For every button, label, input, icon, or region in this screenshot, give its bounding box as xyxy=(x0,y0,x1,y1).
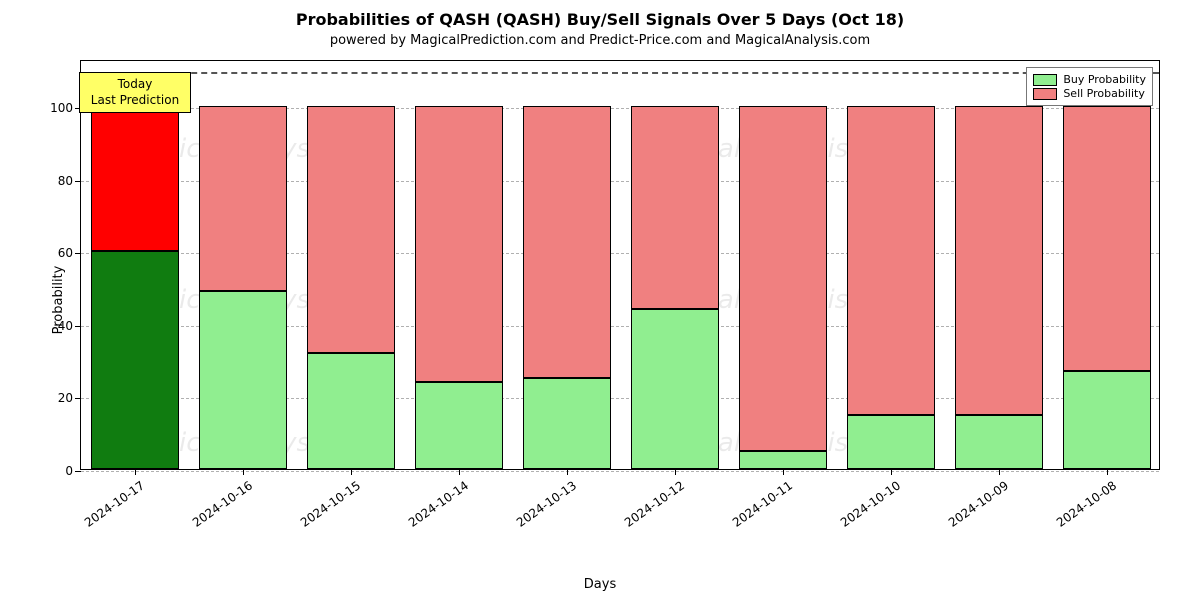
bar-group xyxy=(847,61,936,469)
buy-bar xyxy=(91,251,180,469)
sell-bar xyxy=(955,106,1044,414)
annotation-line2: Last Prediction xyxy=(88,93,182,109)
x-tick-label: 2024-10-09 xyxy=(940,469,1013,530)
x-tick-label: 2024-10-15 xyxy=(292,469,365,530)
legend-item: Sell Probability xyxy=(1033,87,1146,100)
buy-bar xyxy=(739,451,828,469)
bar-group xyxy=(199,61,288,469)
bar-group xyxy=(1063,61,1152,469)
sell-bar xyxy=(307,106,396,353)
legend-swatch xyxy=(1033,74,1057,86)
chart-subtitle: powered by MagicalPrediction.com and Pre… xyxy=(0,29,1200,48)
bar-group xyxy=(523,61,612,469)
sell-bar xyxy=(739,106,828,451)
chart-title: Probabilities of QASH (QASH) Buy/Sell Si… xyxy=(0,0,1200,29)
bar-group xyxy=(739,61,828,469)
x-axis-label: Days xyxy=(584,577,616,592)
buy-bar xyxy=(415,382,504,469)
legend-swatch xyxy=(1033,88,1057,100)
bar-group xyxy=(631,61,720,469)
buy-bar xyxy=(847,415,936,469)
legend-item: Buy Probability xyxy=(1033,73,1146,86)
bar-group xyxy=(91,61,180,469)
annotation-line1: Today xyxy=(88,77,182,93)
y-tick-label: 100 xyxy=(31,101,81,115)
y-tick-label: 0 xyxy=(31,464,81,478)
sell-bar xyxy=(1063,106,1152,371)
y-tick-label: 20 xyxy=(31,391,81,405)
legend: Buy ProbabilitySell Probability xyxy=(1026,67,1153,106)
bar-group xyxy=(955,61,1044,469)
buy-bar xyxy=(307,353,396,469)
sell-bar xyxy=(523,106,612,378)
x-tick-label: 2024-10-11 xyxy=(724,469,797,530)
y-tick-label: 60 xyxy=(31,246,81,260)
chart-container: Probabilities of QASH (QASH) Buy/Sell Si… xyxy=(0,0,1200,600)
x-tick-label: 2024-10-12 xyxy=(616,469,689,530)
sell-bar xyxy=(631,106,720,309)
legend-label: Sell Probability xyxy=(1063,87,1145,100)
x-tick-label: 2024-10-17 xyxy=(76,469,149,530)
x-tick-label: 2024-10-13 xyxy=(508,469,581,530)
x-tick-label: 2024-10-14 xyxy=(400,469,473,530)
buy-bar xyxy=(955,415,1044,469)
x-tick-label: 2024-10-16 xyxy=(184,469,257,530)
plot-area: 020406080100MagicalAnalysis.comMagicalAn… xyxy=(80,60,1160,470)
y-tick-label: 40 xyxy=(31,319,81,333)
today-annotation: TodayLast Prediction xyxy=(79,72,191,113)
x-tick-label: 2024-10-08 xyxy=(1048,469,1121,530)
buy-bar xyxy=(523,378,612,469)
buy-bar xyxy=(199,291,288,469)
sell-bar xyxy=(847,106,936,414)
bar-group xyxy=(307,61,396,469)
buy-bar xyxy=(1063,371,1152,469)
bars-container xyxy=(81,61,1159,469)
sell-bar xyxy=(91,106,180,251)
sell-bar xyxy=(415,106,504,382)
buy-bar xyxy=(631,309,720,469)
legend-label: Buy Probability xyxy=(1063,73,1146,86)
y-tick-label: 80 xyxy=(31,174,81,188)
bar-group xyxy=(415,61,504,469)
x-tick-label: 2024-10-10 xyxy=(832,469,905,530)
sell-bar xyxy=(199,106,288,291)
